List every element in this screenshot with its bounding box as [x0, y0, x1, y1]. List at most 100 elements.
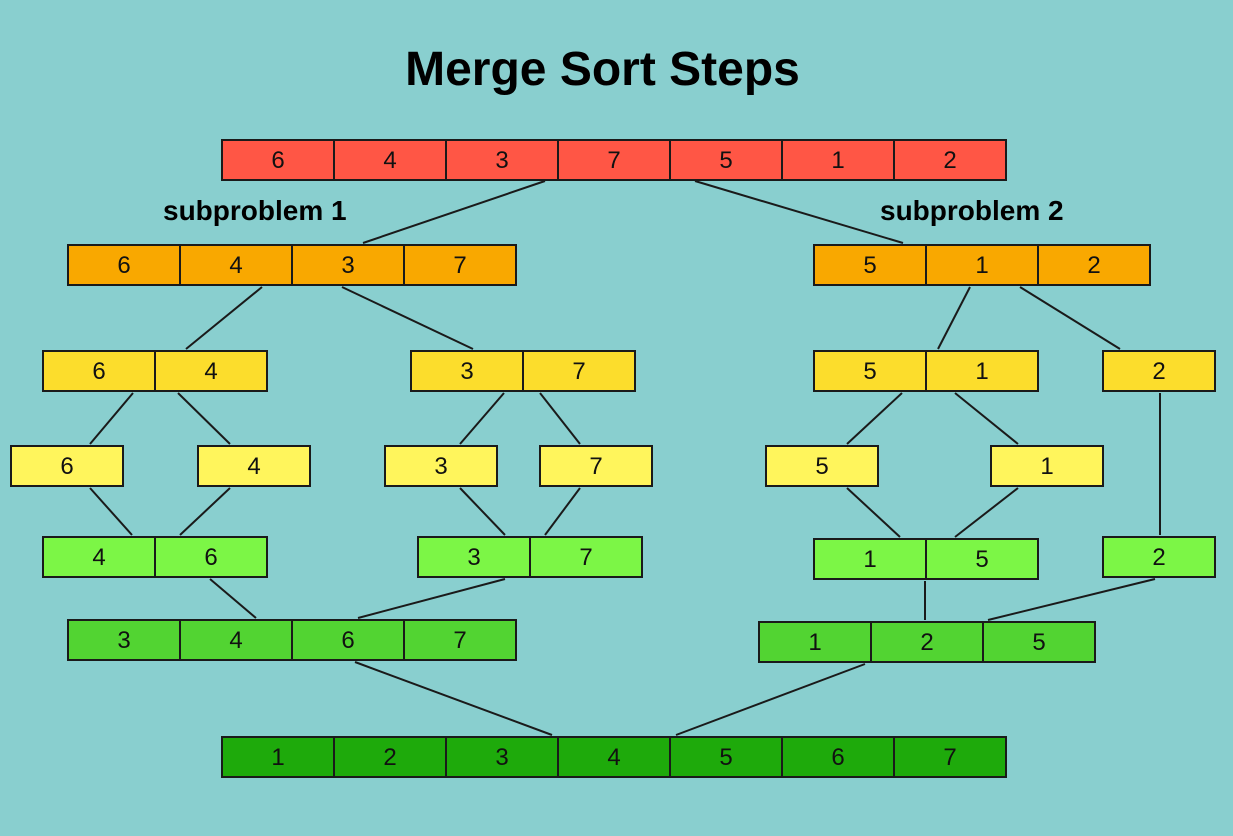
array-cell — [221, 736, 335, 778]
edge-right-half-to-rr — [1019, 286, 1121, 350]
array-cell — [1102, 350, 1216, 392]
cell-value: 7 — [572, 358, 585, 385]
edge-lr-to-s7 — [539, 392, 581, 445]
edge-ll-to-s4 — [177, 392, 231, 445]
edge-s1-to-m15 — [954, 487, 1019, 538]
array-root: 6 4 3 7 5 1 2 — [221, 139, 1007, 181]
array-final: 1 2 3 4 5 6 7 — [221, 736, 1007, 778]
array-cell — [893, 139, 1007, 181]
cell-value: 5 — [975, 546, 988, 573]
array-cell — [154, 536, 268, 578]
cell-value: 7 — [943, 744, 956, 771]
array-cell — [67, 619, 181, 661]
array-cell — [1102, 536, 1216, 578]
array-cell — [539, 445, 653, 487]
cell-value: 2 — [383, 744, 396, 771]
cell-value: 6 — [204, 544, 217, 571]
cell-value: 5 — [815, 453, 828, 480]
cell-value: 5 — [719, 147, 732, 174]
array-s1: 1 — [990, 445, 1104, 487]
cell-value: 6 — [341, 627, 354, 654]
cell-value: 5 — [719, 744, 732, 771]
array-cell — [925, 538, 1039, 580]
cell-value: 1 — [863, 546, 876, 573]
cell-value: 2 — [943, 147, 956, 174]
array-cell — [813, 538, 927, 580]
array-cell — [445, 736, 559, 778]
array-cell — [10, 445, 124, 487]
cell-value: 5 — [863, 358, 876, 385]
cell-value: 3 — [495, 147, 508, 174]
connector-lines — [89, 180, 1161, 736]
array-cell — [403, 244, 517, 286]
cell-value: 7 — [579, 544, 592, 571]
cell-value: 4 — [92, 544, 105, 571]
array-cell — [179, 244, 293, 286]
array-cell — [197, 445, 311, 487]
cell-value: 7 — [453, 627, 466, 654]
array-cell — [445, 139, 559, 181]
array-cell — [154, 350, 268, 392]
cell-value: 1 — [808, 629, 821, 656]
array-cell — [384, 445, 498, 487]
array-cell — [529, 536, 643, 578]
edge-m125-to-final — [675, 663, 866, 736]
edge-m46-to-m3467 — [209, 578, 257, 619]
array-m2: 2 — [1102, 536, 1216, 578]
edge-rl-to-s1 — [954, 392, 1019, 445]
array-m125: 1 2 5 — [758, 621, 1096, 663]
cell-value: 3 — [117, 627, 130, 654]
array-rr: 2 — [1102, 350, 1216, 392]
cell-value: 4 — [229, 252, 242, 279]
cell-value: 7 — [453, 252, 466, 279]
edge-root-to-left-half — [362, 180, 546, 244]
array-cell — [870, 621, 984, 663]
edge-ll-to-s6 — [89, 392, 134, 445]
array-s3: 3 — [384, 445, 498, 487]
cell-value: 6 — [60, 453, 73, 480]
edge-s6-to-m46 — [89, 487, 133, 536]
array-s6: 6 — [10, 445, 124, 487]
edge-rl-to-s5 — [846, 392, 903, 445]
array-s4: 4 — [197, 445, 311, 487]
edge-s4-to-m46 — [179, 487, 231, 536]
edge-right-half-to-rl — [937, 286, 971, 350]
cell-value: 3 — [495, 744, 508, 771]
cell-value: 1 — [975, 252, 988, 279]
array-cell — [781, 736, 895, 778]
array-cell — [333, 736, 447, 778]
array-cell — [813, 350, 927, 392]
cell-value: 2 — [1087, 252, 1100, 279]
cell-value: 2 — [1152, 544, 1165, 571]
array-cell — [291, 619, 405, 661]
cell-value: 4 — [229, 627, 242, 654]
edge-s7-to-m37 — [544, 487, 581, 536]
subproblem-1-label: subproblem 1 — [163, 195, 347, 226]
cell-value: 2 — [1152, 358, 1165, 385]
array-cell — [765, 445, 879, 487]
edge-m2-to-m125 — [987, 578, 1156, 621]
cell-value: 3 — [434, 453, 447, 480]
array-m3467: 3 4 6 7 — [67, 619, 517, 661]
array-cell — [522, 350, 636, 392]
cell-value: 6 — [271, 147, 284, 174]
array-boxes: 6 4 3 7 5 1 26 4 3 7 5 1 26 4 3 7 5 1 26 4 3 7 5 14 6 3 7 1 5 23 4 6 7 1 2… — [10, 139, 1216, 778]
array-s7: 7 — [539, 445, 653, 487]
array-cell — [67, 244, 181, 286]
array-right-half: 5 1 2 — [813, 244, 1151, 286]
array-cell — [990, 445, 1104, 487]
array-cell — [291, 244, 405, 286]
array-cell — [410, 350, 524, 392]
cell-value: 1 — [831, 147, 844, 174]
cell-value: 6 — [92, 358, 105, 385]
cell-value: 7 — [607, 147, 620, 174]
edge-left-half-to-ll — [185, 286, 263, 350]
cell-value: 4 — [204, 358, 217, 385]
array-left-half: 6 4 3 7 — [67, 244, 517, 286]
array-cell — [333, 139, 447, 181]
edge-s5-to-m15 — [846, 487, 901, 538]
